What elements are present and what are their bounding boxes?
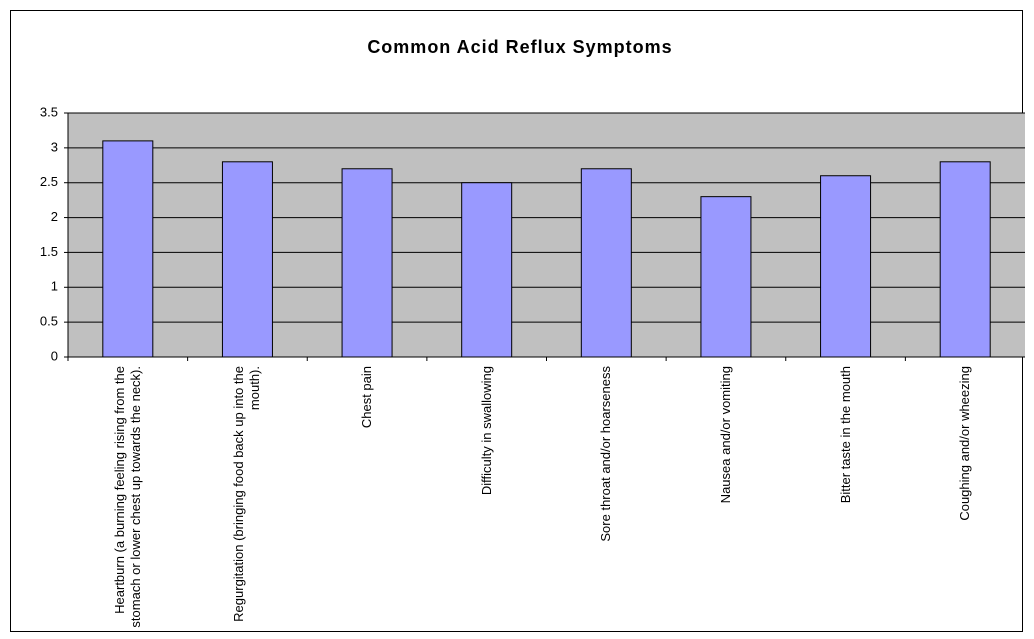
x-tick-label: Sore throat and/or hoarseness (598, 366, 614, 542)
bar (221, 161, 273, 358)
bar (700, 196, 752, 358)
bar (580, 168, 632, 358)
bar (939, 161, 991, 358)
x-tick-label: Bitter taste in the mouth (837, 366, 853, 504)
bar (461, 182, 513, 358)
bar (341, 168, 393, 358)
y-tick-label: 0.5 (40, 314, 58, 329)
bar (102, 140, 154, 358)
x-tick-label: Regurgitation (bringing food back up int… (231, 366, 263, 622)
x-tick-label: Difficulty in swallowing (478, 366, 494, 496)
y-tick-label: 0 (51, 348, 58, 363)
x-tick-label: Coughing and/or wheezing (957, 366, 973, 521)
x-tick-label: Heartburn (a burning feeling rising from… (111, 366, 143, 628)
bar (820, 175, 872, 358)
y-tick-label: 2.5 (40, 174, 58, 189)
y-tick-label: 2 (51, 209, 58, 224)
plot-area (68, 113, 1025, 357)
chart-title: Common Acid Reflux Symptoms (367, 37, 672, 57)
y-tick-label: 1 (51, 279, 58, 294)
y-tick-label: 3.5 (40, 104, 58, 119)
y-tick-label: 3 (51, 139, 58, 154)
x-tick-label: Nausea and/or vomiting (717, 366, 733, 504)
x-tick-label: Chest pain (359, 366, 375, 429)
y-tick-label: 1.5 (40, 244, 58, 259)
